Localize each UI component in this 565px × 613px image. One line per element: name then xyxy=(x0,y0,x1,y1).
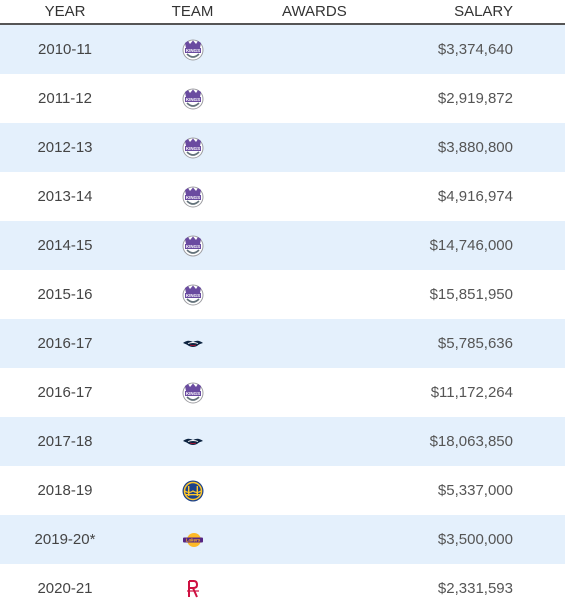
year-cell: 2017-18 xyxy=(37,433,93,450)
team-cell: KINGS xyxy=(130,137,255,159)
salary-cell: $14,746,000 xyxy=(429,237,513,254)
team-cell: Lakers xyxy=(130,529,255,551)
salary-cell: $3,374,640 xyxy=(437,41,513,58)
team-cell: KINGS xyxy=(130,235,255,257)
svg-text:Lakers: Lakers xyxy=(185,537,200,542)
table-row: 2010-11 KINGS $3,374,640 xyxy=(0,25,565,74)
year-cell: 2020-21 xyxy=(37,580,93,597)
team-cell: KINGS xyxy=(130,88,255,110)
golden-state-warriors-logo[interactable] xyxy=(182,480,204,502)
year-cell: 2014-15 xyxy=(37,237,93,254)
year-cell: 2016-17 xyxy=(37,384,93,401)
header-awards[interactable]: AWARDS xyxy=(282,3,347,20)
table-row: 2016-17 $5,785,636 xyxy=(0,319,565,368)
year-cell: 2018-19 xyxy=(37,482,93,499)
los-angeles-lakers-logo[interactable]: Lakers xyxy=(182,529,204,551)
header-salary[interactable]: SALARY xyxy=(454,3,513,20)
sacramento-kings-logo[interactable]: KINGS xyxy=(182,186,204,208)
header-team[interactable]: TEAM xyxy=(171,3,214,20)
sacramento-kings-logo[interactable]: KINGS xyxy=(182,284,204,306)
salary-cell: $2,331,593 xyxy=(437,580,513,597)
salary-cell: $11,172,264 xyxy=(430,384,513,401)
salary-cell: $18,063,850 xyxy=(429,433,513,450)
year-cell: 2012-13 xyxy=(37,139,93,156)
header-year[interactable]: YEAR xyxy=(44,3,86,20)
table-row: 2012-13 KINGS $3,880,800 xyxy=(0,123,565,172)
year-cell: 2010-11 xyxy=(38,41,92,58)
salary-cell: $3,880,800 xyxy=(437,139,513,156)
team-cell: KINGS xyxy=(130,186,255,208)
svg-text:KINGS: KINGS xyxy=(185,293,199,298)
salary-cell: $5,337,000 xyxy=(437,482,513,499)
svg-text:KINGS: KINGS xyxy=(185,48,199,53)
salary-cell: $3,500,000 xyxy=(437,531,513,548)
table-row: 2014-15 KINGS $14,746,000 xyxy=(0,221,565,270)
sacramento-kings-logo[interactable]: KINGS xyxy=(182,39,204,61)
new-orleans-pelicans-logo[interactable] xyxy=(182,333,204,355)
table-row: 2020-21 $2,331,593 xyxy=(0,564,565,613)
table-row: 2013-14 KINGS $4,916,974 xyxy=(0,172,565,221)
team-cell xyxy=(130,333,255,355)
table-row: 2016-17 KINGS $11,172,264 xyxy=(0,368,565,417)
table-header: YEAR TEAM AWARDS SALARY xyxy=(0,0,565,25)
team-cell xyxy=(130,578,255,600)
table-row: 2011-12 KINGS $2,919,872 xyxy=(0,74,565,123)
svg-text:KINGS: KINGS xyxy=(185,391,199,396)
team-cell: KINGS xyxy=(130,39,255,61)
team-cell xyxy=(130,431,255,453)
salary-cell: $15,851,950 xyxy=(429,286,513,303)
table-row: 2018-19 $5,337,000 xyxy=(0,466,565,515)
table-body: 2010-11 KINGS $3,374,640 2011-12 KINGS $… xyxy=(0,25,565,613)
sacramento-kings-logo[interactable]: KINGS xyxy=(182,235,204,257)
sacramento-kings-logo[interactable]: KINGS xyxy=(182,137,204,159)
houston-rockets-logo[interactable] xyxy=(182,578,204,600)
table-row: 2019-20* Lakers $3,500,000 xyxy=(0,515,565,564)
sacramento-kings-logo[interactable]: KINGS xyxy=(182,88,204,110)
team-cell xyxy=(130,480,255,502)
salary-cell: $2,919,872 xyxy=(437,90,513,107)
svg-text:KINGS: KINGS xyxy=(185,97,199,102)
table-row: 2017-18 $18,063,850 xyxy=(0,417,565,466)
year-cell: 2016-17 xyxy=(37,335,93,352)
salary-cell: $5,785,636 xyxy=(437,335,513,352)
year-cell: 2015-16 xyxy=(37,286,93,303)
year-cell: 2011-12 xyxy=(38,90,92,107)
salary-cell: $4,916,974 xyxy=(437,188,513,205)
year-cell: 2013-14 xyxy=(37,188,93,205)
new-orleans-pelicans-logo[interactable] xyxy=(182,431,204,453)
table-row: 2015-16 KINGS $15,851,950 xyxy=(0,270,565,319)
svg-text:KINGS: KINGS xyxy=(185,195,199,200)
year-cell: 2019-20* xyxy=(34,531,96,548)
svg-text:KINGS: KINGS xyxy=(185,146,199,151)
svg-text:KINGS: KINGS xyxy=(185,244,199,249)
team-cell: KINGS xyxy=(130,284,255,306)
sacramento-kings-logo[interactable]: KINGS xyxy=(182,382,204,404)
team-cell: KINGS xyxy=(130,382,255,404)
